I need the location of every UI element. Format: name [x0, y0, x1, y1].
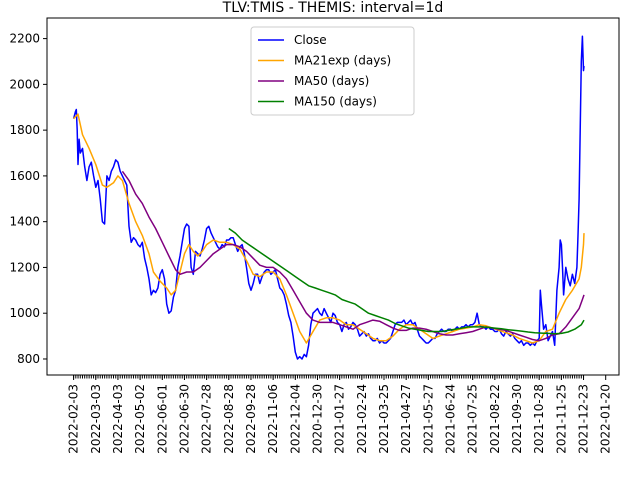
x-tick-label: 2022-04-03	[111, 384, 125, 454]
legend-label-3: MA150 (days)	[294, 95, 377, 109]
x-tick-label: 2020-12-30	[310, 384, 324, 454]
legend-label-1: MA21exp (days)	[294, 54, 391, 68]
y-tick-label: 1800	[9, 123, 40, 137]
plot-series	[72, 35, 585, 360]
x-tick-label: 2022-06-01	[155, 384, 169, 454]
x-tick-label: 2022-09-28	[244, 384, 258, 454]
x-tick-label: 2021-10-28	[532, 384, 546, 454]
x-tick-label: 2022-03-03	[89, 384, 103, 454]
x-tick-label: 2021-06-24	[444, 384, 458, 454]
y-tick-label: 2200	[9, 32, 40, 46]
x-tick-label: 2022-01-20	[599, 384, 613, 454]
y-tick-label: 1600	[9, 169, 40, 183]
x-tick-label: 2021-01-27	[333, 384, 347, 454]
legend-box	[250, 26, 415, 116]
x-tick-label: 2022-11-06	[266, 384, 280, 454]
x-tick-label: 2022-12-04	[288, 384, 302, 454]
x-tick-label: 2021-05-27	[421, 384, 435, 454]
x-tick-label: 2021-07-25	[466, 384, 480, 454]
y-tick-label: 800	[17, 352, 40, 366]
series-line-0	[72, 35, 585, 360]
y-tick-label: 1400	[9, 215, 40, 229]
legend-label-0: Close	[294, 33, 327, 47]
legend-label-2: MA50 (days)	[294, 74, 369, 88]
series-line-3	[228, 227, 585, 335]
x-tick-label: 2021-03-25	[377, 384, 391, 454]
x-tick-label: 2021-02-24	[355, 384, 369, 454]
x-tick-label: 2021-11-25	[554, 384, 568, 454]
y-tick-label: 1200	[9, 260, 40, 274]
chart-title: TLV:TMIS - THEMIS: interval=1d	[222, 0, 444, 16]
x-tick-label: 2022-02-03	[67, 384, 81, 454]
x-tick-label: 2022-07-28	[200, 384, 214, 454]
x-tick-label: 2022-05-02	[133, 384, 147, 454]
x-tick-label: 2021-08-22	[488, 384, 502, 454]
y-tick-label: 1000	[9, 306, 40, 320]
x-tick-label: 2022-08-28	[222, 384, 236, 454]
x-axis: 2022-02-03 2022-03-03 2022-04-03 2022-05-02…	[67, 375, 613, 454]
x-tick-label: 2021-04-27	[399, 384, 413, 454]
y-axis: 800 1000 1200 1400 1600 1800 2000 2200	[9, 32, 47, 366]
x-tick-label: 2021-12-23	[577, 384, 591, 454]
x-tick-label: 2021-09-30	[510, 384, 524, 454]
legend: Close MA21exp (days) MA50 (days) MA150 (day…	[250, 26, 415, 116]
series-line-2	[121, 170, 585, 342]
series-line-1	[73, 113, 585, 344]
y-tick-label: 2000	[9, 77, 40, 91]
x-tick-label: 2022-06-30	[177, 384, 191, 454]
